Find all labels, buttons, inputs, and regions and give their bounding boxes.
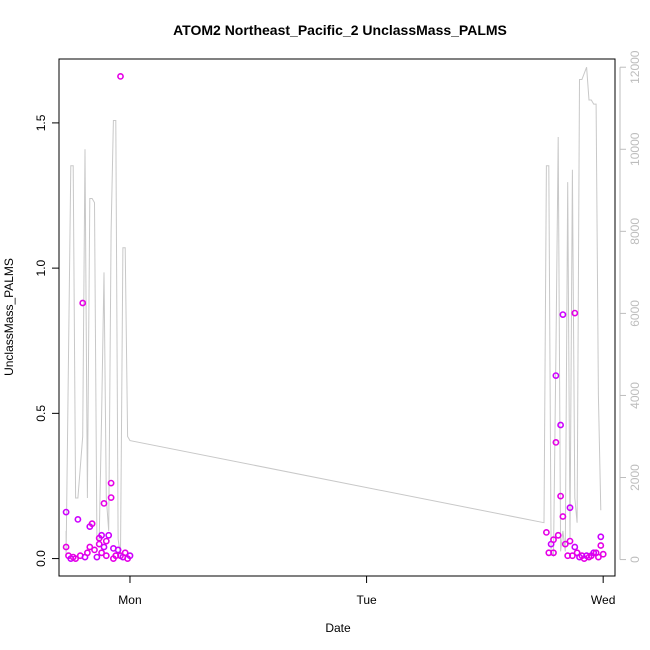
data-point xyxy=(86,543,94,551)
plot-frame xyxy=(58,58,616,577)
data-point xyxy=(121,549,129,557)
data-point xyxy=(98,549,105,557)
data-point xyxy=(114,546,122,554)
data-point xyxy=(102,537,110,545)
data-point xyxy=(559,311,567,318)
y2-tick-label: 4000 xyxy=(628,382,642,409)
y2-tick-label: 2000 xyxy=(628,464,642,491)
chart-title: ATOM2 Northeast_Pacific_2 UnclassMass_PA… xyxy=(173,22,507,38)
y2-tick-label: 10000 xyxy=(628,132,642,166)
data-point xyxy=(107,479,115,487)
data-point xyxy=(72,555,79,562)
data-point xyxy=(559,513,567,520)
data-point xyxy=(93,553,101,561)
data-point xyxy=(566,537,574,545)
data-point xyxy=(100,499,108,507)
data-point xyxy=(569,552,576,560)
data-point xyxy=(595,553,602,561)
data-point xyxy=(62,508,70,516)
data-point xyxy=(117,73,124,80)
data-point xyxy=(552,438,560,446)
y-tick-label: 1.5 xyxy=(34,114,48,131)
altitude-line-layer xyxy=(65,67,602,558)
y2-tick-label: 6000 xyxy=(628,300,642,327)
data-point xyxy=(543,529,550,536)
data-point xyxy=(88,520,96,528)
data-point xyxy=(126,552,134,560)
data-points-layer xyxy=(62,73,607,562)
data-point xyxy=(571,543,579,551)
data-point xyxy=(561,540,569,548)
x-axis-label: Date xyxy=(325,621,351,635)
data-point xyxy=(554,531,562,539)
data-point xyxy=(552,372,560,379)
data-point xyxy=(79,299,87,307)
right-y-axis: 0 2000 4000 6000 8000 10000 12000 xyxy=(619,50,642,563)
data-point xyxy=(599,550,607,558)
y2-tick-label: 12000 xyxy=(628,50,642,84)
data-point xyxy=(105,531,113,539)
data-point xyxy=(590,549,598,557)
data-point xyxy=(550,536,557,544)
data-point xyxy=(100,543,108,551)
data-point xyxy=(550,549,557,557)
data-point xyxy=(102,552,110,560)
data-point xyxy=(557,492,564,500)
data-point xyxy=(84,549,91,557)
data-point xyxy=(107,494,115,501)
data-point xyxy=(597,533,605,541)
left-y-axis: 0.0 0.5 1.0 1.5 xyxy=(34,114,59,567)
data-point xyxy=(557,421,564,429)
data-point xyxy=(91,546,98,554)
data-point xyxy=(566,504,574,512)
x-tick-label: Tue xyxy=(356,593,377,607)
y-axis-label: UnclassMass_PALMS xyxy=(2,258,16,376)
data-point xyxy=(98,531,105,539)
y2-tick-label: 0 xyxy=(628,556,642,563)
y-tick-label: 0.0 xyxy=(34,550,48,567)
data-point xyxy=(571,309,579,317)
y-tick-label: 0.5 xyxy=(34,405,48,422)
altitude-line xyxy=(65,67,602,558)
data-point xyxy=(597,542,605,549)
x-axis: Mon Tue Wed xyxy=(118,576,615,607)
y-tick-label: 1.0 xyxy=(34,259,48,276)
y2-tick-label: 8000 xyxy=(628,218,642,245)
data-point xyxy=(74,516,82,523)
data-point xyxy=(62,543,70,551)
x-tick-label: Mon xyxy=(118,593,141,607)
x-tick-label: Wed xyxy=(591,593,615,607)
